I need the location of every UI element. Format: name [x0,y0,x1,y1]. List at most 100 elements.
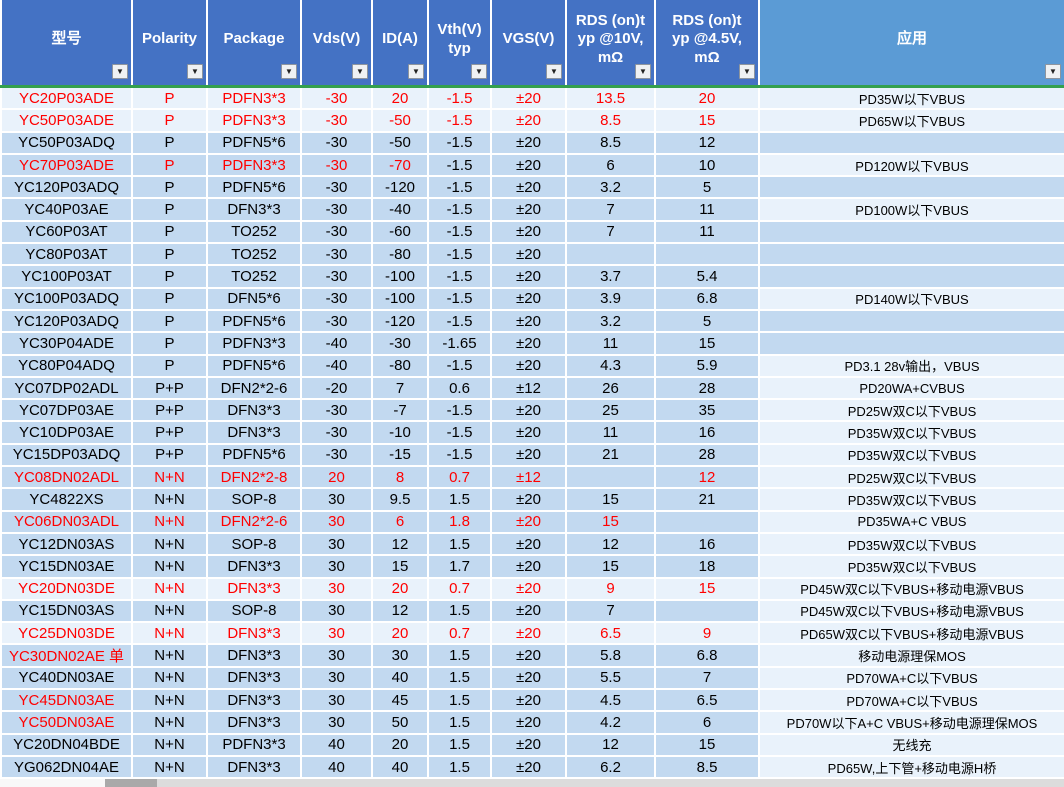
table-row: YC07DP03AE P+P DFN3*3 -30 -7 -1.5 ±20 25 35 PD25W… [0,400,1064,423]
cell-model: YC120P03ADQ [0,310,133,332]
cell-rds45: 7 [656,667,760,689]
horizontal-scrollbar-track[interactable] [0,779,1064,787]
cell-package: PDFN3*3 [208,154,302,176]
cell-package: DFN2*2-6 [208,511,302,532]
horizontal-scrollbar-thumb[interactable] [105,779,157,787]
filter-button-package[interactable]: ▼ [281,64,297,79]
cell-model: YC07DP03AE [0,400,133,421]
filter-button-vgs[interactable]: ▼ [546,64,562,79]
cell-package: DFN3*3 [208,712,302,733]
cell-rds45: 6.8 [656,288,760,309]
cell-package: PDFN5*6 [208,444,302,466]
cell-package: SOP-8 [208,600,302,622]
cell-vth: -1.5 [429,400,492,421]
cell-app: PD45W双C以下VBUS+移动电源VBUS [760,578,1064,599]
cell-vth: -1.5 [429,444,492,466]
cell-vgs: ±20 [492,310,567,332]
cell-id: -40 [373,199,429,220]
cell-package: DFN3*3 [208,667,302,689]
cell-vth: 1.5 [429,533,492,555]
cell-polarity: N+N [133,556,208,577]
table-row: YC20P03ADE P PDFN3*3 -30 20 -1.5 ±20 13.5 20 PD35… [0,88,1064,111]
cell-model: YC50P03ADQ [0,132,133,153]
cell-vth: 1.5 [429,734,492,755]
cell-app: PD65W以下VBUS [760,110,1064,131]
cell-app: PD140W以下VBUS [760,288,1064,309]
cell-rds10: 6.2 [567,756,656,778]
cell-vgs: ±12 [492,377,567,399]
cell-polarity: P+P [133,444,208,466]
cell-rds10: 11 [567,333,656,354]
cell-rds45: 5 [656,177,760,198]
column-header-label: 应用 [896,30,927,48]
cell-rds10: 7 [567,199,656,220]
column-header-label: RDS (on)t yp @10V, mΩ [575,12,646,66]
table-row: YC100P03AT P TO252 -30 -100 -1.5 ±20 3.7 5.4 [0,266,1064,289]
cell-package: TO252 [208,266,302,287]
filter-button-vds[interactable]: ▼ [352,64,368,79]
chevron-down-icon: ▼ [475,67,483,76]
cell-app: PD35W双C以下VBUS [760,422,1064,443]
cell-vds: 30 [302,533,373,555]
column-header-label: 型号 [51,30,82,48]
cell-vgs: ±20 [492,645,567,666]
cell-vds: -30 [302,310,373,332]
cell-rds45: 28 [656,444,760,466]
cell-app: PD35W双C以下VBUS [760,556,1064,577]
table-row: YC06DN03ADL N+N DFN2*2-6 30 6 1.8 ±20 15 PD35WA+… [0,511,1064,534]
filter-button-application[interactable]: ▼ [1045,64,1061,79]
cell-id: 7 [373,377,429,399]
cell-vth: -1.5 [429,422,492,443]
cell-vds: 40 [302,734,373,755]
cell-model: YC80P03AT [0,244,133,265]
cell-id: 20 [373,578,429,599]
table-row: YC15DN03AS N+N SOP-8 30 12 1.5 ±20 7 PD45W双C以下VB… [0,600,1064,624]
cell-package: TO252 [208,244,302,265]
filter-button-rds45[interactable]: ▼ [739,64,755,79]
cell-vds: -30 [302,221,373,243]
cell-vds: -30 [302,199,373,220]
cell-app [760,221,1064,243]
cell-polarity: P [133,88,208,109]
cell-vth: 1.7 [429,556,492,577]
cell-package: PDFN5*6 [208,355,302,376]
table-row: YC12DN03AS N+N SOP-8 30 12 1.5 ±20 12 16 PD35W双C以… [0,533,1064,557]
cell-vds: 30 [302,690,373,711]
cell-vds: 30 [302,645,373,666]
cell-package: DFN3*3 [208,623,302,644]
cell-app: PD70WA+C以下VBUS [760,690,1064,711]
cell-vds: 30 [302,600,373,622]
cell-id: 30 [373,645,429,666]
filter-button-vth[interactable]: ▼ [471,64,487,79]
cell-polarity: P [133,244,208,265]
cell-rds45: 18 [656,556,760,577]
column-header-label: ID(A) [382,30,418,48]
cell-id: -50 [373,110,429,131]
cell-id: -30 [373,333,429,354]
filter-button-rds10[interactable]: ▼ [635,64,651,79]
table-row: YC15DP03ADQ P+P PDFN5*6 -30 -15 -1.5 ±20 21 28 PD… [0,444,1064,468]
cell-app: PD35W双C以下VBUS [760,444,1064,466]
cell-package: PDFN3*3 [208,88,302,109]
cell-rds10 [567,244,656,265]
cell-rds10: 6 [567,154,656,176]
table-row: YC50P03ADE P PDFN3*3 -30 -50 -1.5 ±20 8.5 15 PD65… [0,110,1064,133]
filter-button-model[interactable]: ▼ [112,64,128,79]
cell-polarity: P [133,288,208,309]
table-row: YC50DN03AE N+N DFN3*3 30 50 1.5 ±20 4.2 6 PD70W以下… [0,712,1064,735]
cell-rds45: 5.4 [656,266,760,287]
table-row: YC10DP03AE P+P DFN3*3 -30 -10 -1.5 ±20 11 16 PD35… [0,422,1064,445]
cell-model: YC80P04ADQ [0,355,133,376]
cell-app: 无线充 [760,734,1064,755]
cell-id: -80 [373,355,429,376]
cell-rds45: 12 [656,132,760,153]
filter-button-id[interactable]: ▼ [408,64,424,79]
cell-rds45: 28 [656,377,760,399]
filter-button-polarity[interactable]: ▼ [187,64,203,79]
cell-id: 12 [373,533,429,555]
cell-polarity: P+P [133,377,208,399]
cell-model: YC20P03ADE [0,88,133,109]
cell-polarity: N+N [133,712,208,733]
cell-app: PD25W双C以下VBUS [760,400,1064,421]
cell-vds: -40 [302,333,373,354]
